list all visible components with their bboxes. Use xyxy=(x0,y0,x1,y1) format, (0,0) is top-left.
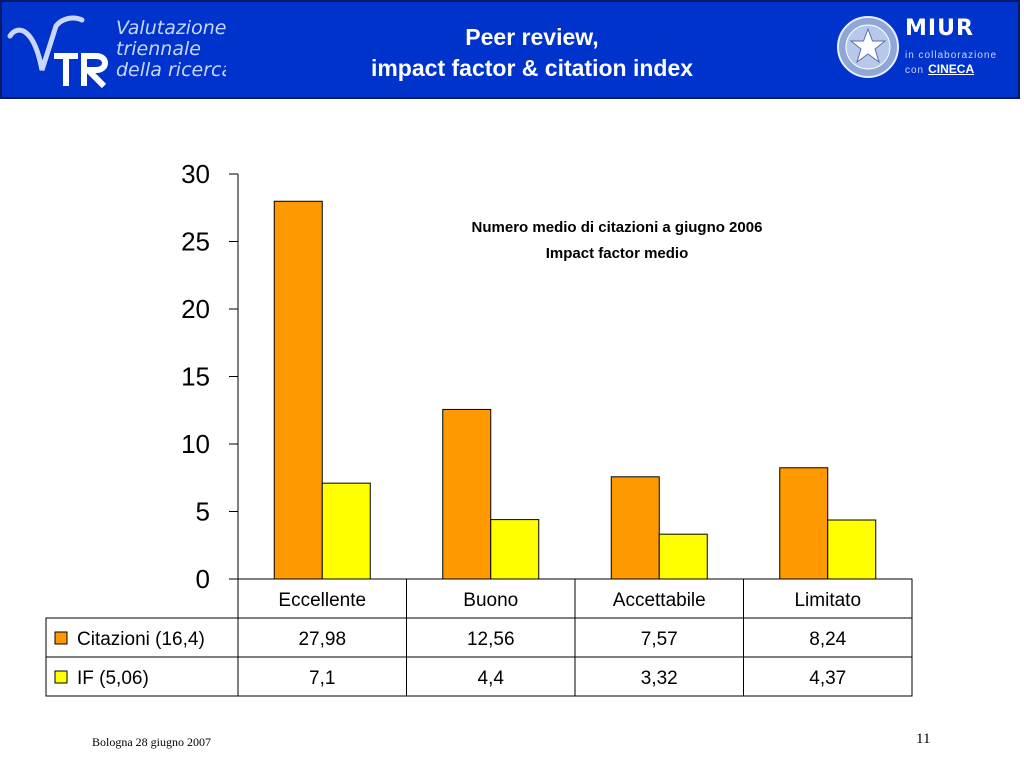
x-category-label: Accettabile xyxy=(613,590,706,611)
data-label-citazioni: 8,24 xyxy=(809,629,846,650)
miur-collab-text: in collaborazione xyxy=(905,50,998,61)
x-category-label: Buono xyxy=(463,590,518,611)
chart-annotation-line: Impact factor medio xyxy=(546,245,689,262)
y-tick-label: 15 xyxy=(181,362,210,392)
page-title-line-1: Peer review, xyxy=(465,24,599,50)
miur-logo: MIUR in collaborazione con CINECA xyxy=(905,14,997,78)
y-tick-label: 0 xyxy=(196,564,210,594)
chart-plot-area: 0 5 10 15 20 25 30 Numero medio di citazioni a … xyxy=(181,159,877,594)
data-label-citazioni: 7,57 xyxy=(641,629,678,650)
bar-citazioni xyxy=(610,476,660,580)
vtr-logo: Valutazione triennale della ricerca xyxy=(4,6,226,98)
bar-if xyxy=(321,482,371,580)
header-bar: Valutazione triennale della ricerca Peer… xyxy=(0,0,1020,99)
data-label-citazioni: 27,98 xyxy=(298,629,346,650)
bar-citazioni xyxy=(273,200,323,580)
data-label-if: 7,1 xyxy=(309,668,335,689)
vtr-line-1: Valutazione xyxy=(116,17,226,39)
legend-key-if xyxy=(54,670,68,684)
chart-annotation-line: Numero medio di citazioni a giugno 2006 xyxy=(472,219,763,236)
data-label-if: 4,37 xyxy=(809,668,846,689)
data-label-if: 4,4 xyxy=(478,668,505,689)
bar-citazioni xyxy=(779,467,829,580)
miur-con-text: con xyxy=(905,65,925,76)
legend-key-citazioni xyxy=(54,631,68,645)
chart-data-table: Eccellente Buono Accettabile Limitato Citazi… xyxy=(45,578,913,697)
y-tick-label: 20 xyxy=(181,294,210,324)
y-tick-label: 10 xyxy=(181,429,210,459)
cineca-logo-text: CINECA xyxy=(928,62,975,76)
bar-if xyxy=(827,519,877,580)
y-tick-label: 25 xyxy=(181,227,210,257)
bar-citazioni xyxy=(442,408,492,580)
vtr-line-3: della ricerca xyxy=(116,59,226,81)
data-label-if: 3,32 xyxy=(641,668,678,689)
x-category-label: Limitato xyxy=(794,590,861,611)
vtr-monogram-icon xyxy=(7,15,108,89)
vtr-wordmark: Valutazione triennale della ricerca xyxy=(116,18,226,81)
italian-republic-emblem-icon xyxy=(837,16,899,78)
page-title-line-2: impact factor & citation index xyxy=(370,55,694,81)
miur-title: MIUR xyxy=(905,16,974,41)
y-tick-label: 30 xyxy=(181,159,210,189)
y-tick-label: 5 xyxy=(196,497,210,527)
page-number: 11 xyxy=(916,731,931,747)
footer-date: Bologna 28 giugno 2007 xyxy=(92,735,211,749)
data-label-citazioni: 12,56 xyxy=(467,629,515,650)
bar-if xyxy=(490,519,540,580)
vtr-line-2: triennale xyxy=(116,38,201,60)
page-title: Peer review, impact factor & citation in… xyxy=(302,22,762,84)
bar-if xyxy=(658,533,708,580)
miur-con-line: con CINECA xyxy=(905,62,997,78)
legend-label-citazioni: Citazioni (16,4) xyxy=(77,629,205,650)
legend-label-if: IF (5,06) xyxy=(77,668,149,689)
x-category-label: Eccellente xyxy=(278,590,366,611)
